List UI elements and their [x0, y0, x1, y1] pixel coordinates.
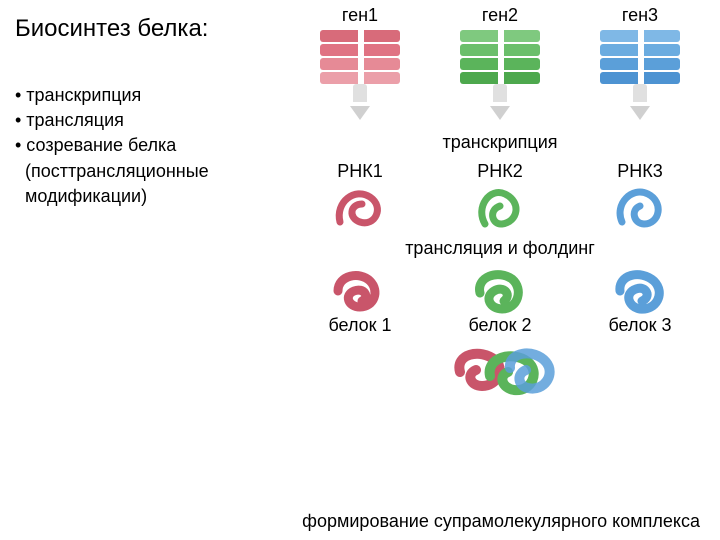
final-stage-label: формирование супрамолекулярного комплекс… — [0, 511, 720, 532]
bullet-4: (посттрансляционные — [15, 159, 295, 184]
gene-bar — [460, 44, 540, 56]
gene-bar — [600, 30, 680, 42]
protein3-icon — [610, 267, 670, 315]
arrow-icon — [353, 84, 367, 102]
gene2-label: ген2 — [440, 5, 560, 26]
gene3-stack — [580, 30, 700, 84]
gene-bar — [320, 44, 400, 56]
page-title: Биосинтез белка: — [15, 15, 295, 43]
bullet-3: • созревание белка — [15, 133, 295, 158]
diagram-area: ген1 ген2 ген3 транскрипция РНК1 — [290, 5, 710, 402]
gene3-label: ген3 — [580, 5, 700, 26]
gene-bar — [460, 58, 540, 70]
bullet-1: • транскрипция — [15, 83, 295, 108]
gene-stack-row — [290, 30, 710, 84]
arrow-icon — [493, 84, 507, 102]
rna2-label: РНК2 — [440, 161, 560, 182]
protein-swirl-row — [290, 267, 710, 315]
rna3-icon — [610, 182, 670, 230]
gene2-stack — [440, 30, 560, 84]
rna1-label: РНК1 — [300, 161, 420, 182]
rna1-icon — [330, 182, 390, 230]
transcription-label: транскрипция — [290, 132, 710, 153]
gene-bar — [320, 58, 400, 70]
arrow-icon — [633, 84, 647, 102]
bullet-list: • транскрипция • трансляция • созревание… — [15, 83, 295, 209]
rna3-label: РНК3 — [580, 161, 700, 182]
protein1-icon — [330, 267, 390, 315]
gene-bar — [460, 72, 540, 84]
rna2-icon — [470, 182, 530, 230]
rna-swirl-row — [290, 182, 710, 230]
protein3-label: белок 3 — [580, 315, 700, 336]
gene-bar — [320, 30, 400, 42]
protein2-icon — [470, 267, 530, 315]
gene-bar — [320, 72, 400, 84]
protein-labels-row: белок 1 белок 2 белок 3 — [290, 315, 710, 336]
bullet-2: • трансляция — [15, 108, 295, 133]
rna-labels-row: РНК1 РНК2 РНК3 — [290, 161, 710, 182]
protein1-label: белок 1 — [300, 315, 420, 336]
arrow-row-1 — [290, 84, 710, 124]
gene-bar — [460, 30, 540, 42]
gene-labels-row: ген1 ген2 ген3 — [290, 5, 710, 26]
gene-bar — [600, 58, 680, 70]
bullet-5: модификации) — [15, 184, 295, 209]
gene-bar — [600, 72, 680, 84]
complex-icon — [290, 342, 710, 402]
translation-label: трансляция и фолдинг — [290, 238, 710, 259]
gene-bar — [600, 44, 680, 56]
protein2-label: белок 2 — [440, 315, 560, 336]
gene1-stack — [300, 30, 420, 84]
gene1-label: ген1 — [300, 5, 420, 26]
